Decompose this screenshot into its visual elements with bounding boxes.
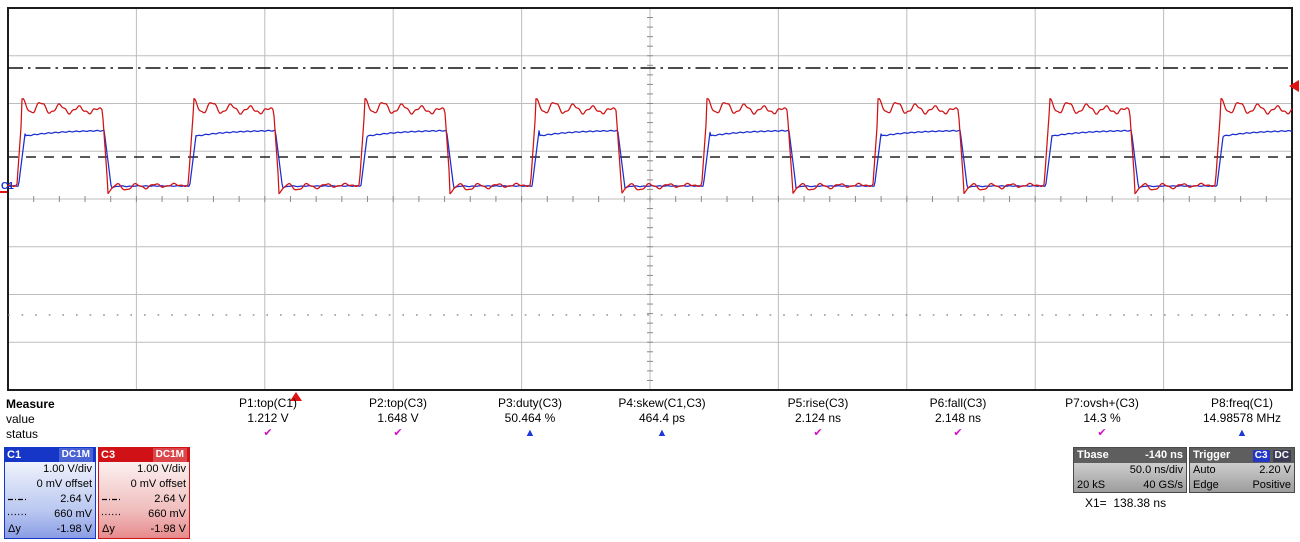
channel-c1-id-badge: C1 [7,449,22,461]
channel-c1-cursor1-value: 2.64 V [60,493,92,505]
channel-c1-delta-y-value: -1.98 V [56,523,92,535]
dotted-cursor-icon [8,512,28,517]
dashdot-cursor-icon [8,497,28,502]
timebase-delay: -140 ns [1145,449,1183,461]
measure-column-p8[interactable]: P8:freq(C1) 14.98578 MHz ▲ [1167,396,1300,441]
timebase-sample-rate: 40 GS/s [1143,479,1183,491]
measure-column-p7[interactable]: P7:ovsh+(C3) 14.3 % ✔ [1027,396,1177,441]
trigger-header: Trigger C3 DC [1190,448,1294,463]
trigger-slope: Positive [1252,479,1291,491]
channel-c1-offset: 0 mV offset [36,478,92,490]
x1-readout: X1= 138.38 ns [1085,496,1166,510]
channel-descriptor-c1[interactable]: C1 DC1M 1.00 V/div 0 mV offset 2.64 V 66… [4,447,96,539]
dotted-cursor-icon [102,512,122,517]
measure-param-label: P7:ovsh+(C3) [1065,396,1139,410]
trace-c3 [7,97,1293,195]
channel-c1-delta-y-label: Δy [8,523,21,535]
measure-status-icon: ▲ [656,427,668,439]
timebase-label: Tbase [1077,449,1109,461]
channel-c3-vdiv: 1.00 V/div [137,463,186,475]
channel-c3-offset: 0 mV offset [130,478,186,490]
channel-c3-cursor1-value: 2.64 V [154,493,186,505]
scope-display: C1 [0,7,1299,401]
measure-param-value: 14.3 % [1083,411,1121,425]
measure-param-value: 1.648 V [377,411,419,425]
measure-status-icon: ✔ [1097,427,1107,439]
trigger-mode: Auto [1193,464,1216,476]
measure-column-p4[interactable]: P4:skew(C1,C3) 464.4 ps ▲ [587,396,737,441]
measure-column-p1[interactable]: P1:top(C1) 1.212 V ✔ [193,396,343,441]
x1-value: 138.38 ns [1113,496,1167,510]
timebase-samples: 20 kS [1077,479,1106,491]
trigger-time-marker[interactable] [290,392,302,401]
measure-status-icon: ✔ [953,427,963,439]
channel-c1-header: C1 DC1M [5,448,95,462]
measure-status-icon: ✔ [813,427,823,439]
measure-param-label: P1:top(C1) [238,396,298,410]
channel-c3-cursor2-value: 660 mV [148,508,186,520]
channel-c3-delta-y-value: -1.98 V [150,523,186,535]
trigger-coupling-badge: DC [1272,449,1291,462]
trigger-descriptor[interactable]: Trigger C3 DC Auto 2.20 V Edge Positive [1189,447,1295,493]
measure-param-value: 2.124 ns [794,411,842,425]
channel-c3-coupling-badge: DC1M [152,448,187,462]
c1-ground-marker[interactable]: C1 [1,181,14,192]
measure-param-label: P4:skew(C1,C3) [618,396,706,410]
timebase-descriptor[interactable]: Tbase -140 ns 50.0 ns/div 20 kS 40 GS/s [1073,447,1187,493]
measure-param-label: P8:freq(C1) [1210,396,1274,410]
channel-c1-vdiv: 1.00 V/div [43,463,92,475]
trigger-type: Edge [1193,479,1219,491]
channel-c3-header: C3 DC1M [99,448,189,462]
measure-param-value: 50.464 % [504,411,556,425]
measure-status-icon: ▲ [1236,427,1248,439]
channel-descriptor-c3[interactable]: C3 DC1M 1.00 V/div 0 mV offset 2.64 V 66… [98,447,190,539]
trigger-label: Trigger [1193,449,1231,461]
measure-status-icon: ✔ [393,427,403,439]
trace-c1 [7,129,1293,189]
measure-value-row-label: value [6,412,35,426]
measure-status-icon: ✔ [263,427,273,439]
measure-column-p2[interactable]: P2:top(C3) 1.648 V ✔ [323,396,473,441]
trigger-source-badge: C3 [1252,449,1270,462]
measure-param-label: P2:top(C3) [368,396,428,410]
measure-table: P1:top(C1) 1.212 V ✔ P2:top(C3) 1.648 V ✔ P3:d… [0,396,1300,444]
graticule [7,7,1293,391]
timebase-tdiv: 50.0 ns/div [1129,464,1183,476]
measure-param-value: 2.148 ns [934,411,982,425]
timebase-header: Tbase -140 ns [1074,448,1186,463]
measure-param-value: 464.4 ps [638,411,686,425]
measure-column-p3[interactable]: P3:duty(C3) 50.464 % ▲ [455,396,605,441]
channel-c1-coupling-badge: DC1M [58,448,93,462]
measure-param-value: 14.98578 MHz [1202,411,1282,425]
measure-column-p5[interactable]: P5:rise(C3) 2.124 ns ✔ [743,396,893,441]
measure-param-label: P3:duty(C3) [497,396,563,410]
dashdot-cursor-icon [102,497,122,502]
channel-c3-id-badge: C3 [101,449,116,461]
measure-title: Measure [6,397,55,411]
trigger-level-marker[interactable] [1289,80,1299,92]
measure-column-p6[interactable]: P6:fall(C3) 2.148 ns ✔ [883,396,1033,441]
measure-status-row-label: status [6,427,39,441]
channel-c3-delta-y-label: Δy [102,523,115,535]
measure-param-label: P5:rise(C3) [787,396,849,410]
channel-c1-cursor2-value: 660 mV [54,508,92,520]
trigger-level: 2.20 V [1259,464,1291,476]
measure-status-icon: ▲ [524,427,536,439]
measure-param-value: 1.212 V [247,411,289,425]
x1-label: X1= [1085,496,1107,510]
measure-param-label: P6:fall(C3) [929,396,987,410]
